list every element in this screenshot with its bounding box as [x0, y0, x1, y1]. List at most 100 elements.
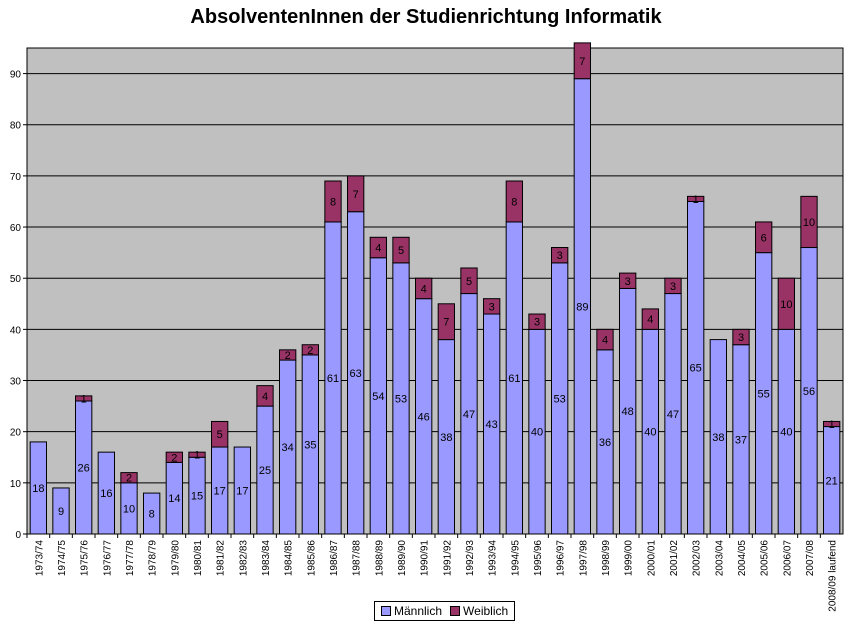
data-label-male: 17 — [214, 486, 226, 498]
bar-female — [528, 313, 546, 330]
data-label-female: 2 — [307, 345, 313, 357]
data-label-female: 10 — [780, 299, 792, 311]
bar-female — [505, 180, 523, 223]
data-label-female: 3 — [534, 317, 540, 329]
x-tick-label: 1989/90 — [397, 540, 408, 577]
data-label-male: 89 — [576, 301, 588, 313]
bar-female — [641, 308, 659, 330]
x-tick-label: 1979/80 — [170, 540, 181, 577]
x-tick-label: 1997/98 — [578, 540, 589, 577]
y-tick-label: 90 — [10, 70, 22, 81]
bar-female — [437, 303, 455, 341]
data-label-male: 61 — [327, 373, 339, 385]
data-label-female: 2 — [171, 452, 177, 464]
data-label-female: 6 — [761, 232, 767, 244]
data-label-male: 65 — [690, 363, 702, 375]
bar-female — [777, 277, 795, 330]
data-label-male: 21 — [826, 475, 838, 487]
data-label-female: 1 — [81, 393, 87, 405]
data-label-male: 54 — [372, 391, 384, 403]
data-label-male: 36 — [599, 437, 611, 449]
bar-female — [732, 328, 750, 346]
data-label-female: 5 — [398, 245, 404, 257]
bars-layer — [29, 42, 841, 535]
data-label-female: 3 — [489, 301, 495, 313]
y-tick-label: 50 — [10, 274, 22, 285]
data-label-male: 18 — [32, 483, 44, 495]
data-label-female: 3 — [557, 250, 563, 262]
data-label-male: 40 — [644, 427, 656, 439]
bar-female — [415, 277, 433, 300]
bar-female — [75, 395, 93, 402]
bar-female — [619, 272, 637, 289]
x-tick-label: 1978/79 — [148, 540, 159, 577]
bar-male — [52, 487, 70, 535]
y-tick-label: 30 — [10, 377, 22, 388]
data-label-female: 4 — [262, 391, 268, 403]
x-tick-label: 1998/99 — [601, 540, 612, 577]
data-label-male: 40 — [531, 427, 543, 439]
x-tick-label: 1995/96 — [533, 540, 544, 577]
bar-female — [165, 451, 183, 463]
x-tick-label: 1985/86 — [306, 540, 317, 577]
data-label-male: 14 — [168, 493, 180, 505]
data-label-male: 63 — [350, 368, 362, 380]
x-tick-label: 1983/84 — [261, 540, 272, 577]
bar-female — [120, 472, 138, 484]
data-label-male: 40 — [780, 427, 792, 439]
y-tick-label: 40 — [10, 325, 22, 336]
x-tick-label: 1996/97 — [556, 540, 567, 577]
y-tick-label: 20 — [10, 428, 22, 439]
data-label-male: 38 — [712, 432, 724, 444]
y-tick-label: 0 — [15, 530, 21, 541]
data-label-male: 10 — [123, 503, 135, 515]
x-tick-label: 1974/75 — [57, 540, 68, 577]
data-label-male: 55 — [758, 388, 770, 400]
data-label-male: 47 — [667, 409, 679, 421]
bar-female — [460, 267, 478, 295]
x-tick-label: 1993/94 — [488, 540, 499, 577]
bar-female — [755, 221, 773, 254]
x-tick-label: 1999/00 — [624, 540, 635, 577]
data-label-male: 26 — [78, 462, 90, 474]
bar-female — [188, 451, 206, 458]
data-label-female: 2 — [285, 350, 291, 362]
data-label-male: 47 — [463, 409, 475, 421]
data-label-female: 1 — [693, 194, 699, 206]
x-tick-label: 1990/91 — [420, 540, 431, 577]
data-label-female: 4 — [421, 283, 427, 295]
data-label-male: 46 — [418, 411, 430, 423]
bar-female — [551, 247, 569, 264]
data-label-male: 38 — [440, 432, 452, 444]
x-tick-label: 1982/83 — [238, 540, 249, 577]
data-label-male: 53 — [554, 393, 566, 405]
bar-female — [596, 328, 614, 351]
bar-male — [233, 446, 251, 535]
legend-label-female: Weiblich — [463, 604, 509, 618]
data-label-male: 53 — [395, 393, 407, 405]
bar-female — [301, 344, 319, 356]
x-tick-label: 1987/88 — [352, 540, 363, 577]
data-label-female: 10 — [803, 217, 815, 229]
data-label-male: 34 — [282, 442, 294, 454]
bar-female — [211, 420, 229, 448]
data-label-female: 1 — [829, 419, 835, 431]
data-label-female: 4 — [647, 314, 653, 326]
data-label-female: 3 — [670, 281, 676, 293]
x-tick-label: 1991/92 — [442, 540, 453, 577]
bar-female — [369, 236, 387, 259]
data-label-female: 5 — [217, 429, 223, 441]
grid-layer — [27, 73, 843, 484]
data-label-male: 17 — [236, 486, 248, 498]
x-tick-label: 1984/85 — [284, 540, 295, 577]
bar-female — [573, 42, 591, 80]
data-label-female: 1 — [194, 450, 200, 462]
legend-label-male: Männlich — [394, 604, 443, 618]
data-label-female: 8 — [330, 196, 336, 208]
legend-swatch-female — [450, 606, 461, 616]
data-label-female: 7 — [579, 56, 585, 68]
x-tick-label: 1992/93 — [465, 540, 476, 577]
data-label-female: 4 — [602, 335, 608, 347]
x-tick-label: 2002/03 — [692, 540, 703, 577]
legend-swatch-male — [381, 606, 391, 616]
